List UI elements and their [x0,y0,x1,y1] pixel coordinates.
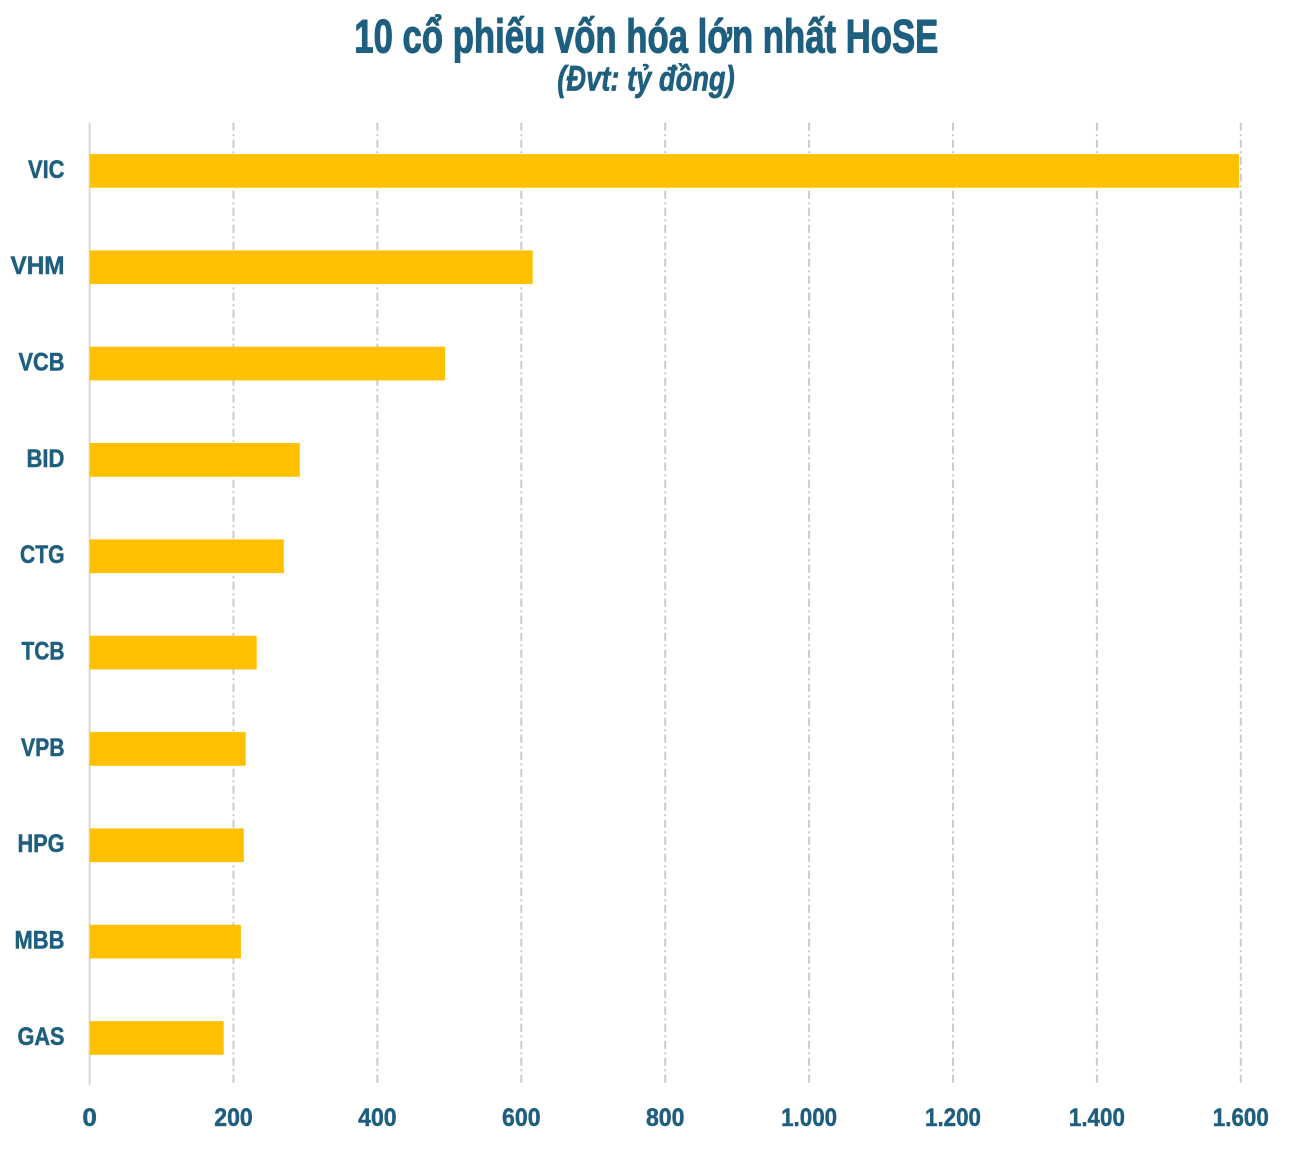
svg-text:1.000: 1.000 [781,1104,837,1132]
svg-text:1.600: 1.600 [1213,1104,1269,1132]
svg-text:0: 0 [82,1104,97,1132]
svg-text:800: 800 [646,1104,685,1132]
svg-text:VCB: VCB [19,348,65,376]
svg-text:MBB: MBB [15,927,65,955]
svg-text:200: 200 [214,1104,253,1132]
svg-text:400: 400 [358,1104,397,1132]
svg-text:HPG: HPG [18,830,65,858]
svg-text:VHM: VHM [11,252,65,280]
svg-text:1.200: 1.200 [925,1104,981,1132]
svg-text:GAS: GAS [18,1023,65,1051]
svg-text:BID: BID [27,445,65,473]
svg-text:TCB: TCB [22,638,65,666]
svg-text:VPB: VPB [21,734,65,762]
svg-text:CTG: CTG [20,541,65,569]
svg-text:VIC: VIC [28,156,65,184]
svg-text:10 cổ phiếu vốn hóa lớn nhất H: 10 cổ phiếu vốn hóa lớn nhất HoSE [354,9,938,62]
svg-text:1.400: 1.400 [1069,1104,1125,1132]
svg-text:(Đvt: tỷ đồng): (Đvt: tỷ đồng) [557,59,734,98]
svg-text:600: 600 [502,1104,541,1132]
